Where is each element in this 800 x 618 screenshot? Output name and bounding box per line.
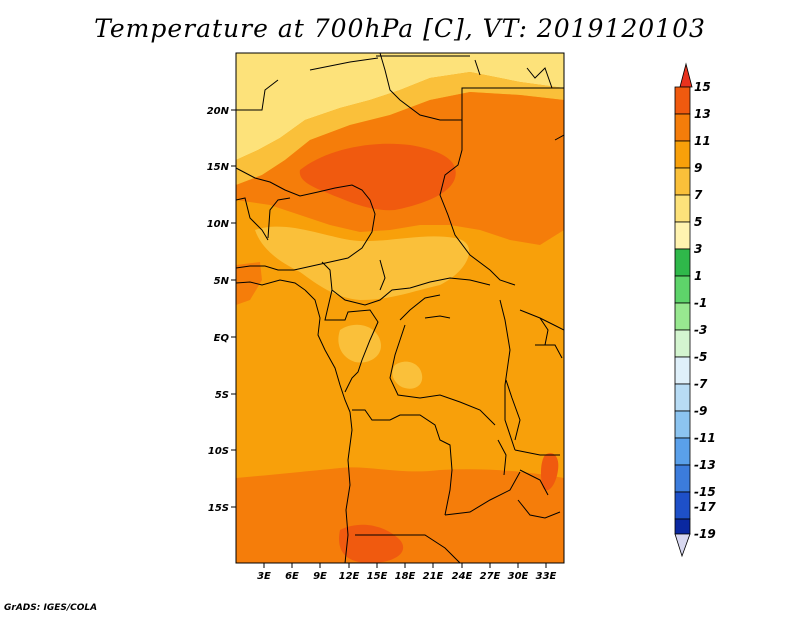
colorbar-segment xyxy=(674,302,691,331)
colorbar-segment xyxy=(674,248,691,277)
colorbar-segment xyxy=(674,356,691,385)
lon-label-9e: 9E xyxy=(313,571,327,582)
field-mild-spot xyxy=(392,361,423,389)
lon-label-3e: 3E xyxy=(257,571,271,582)
colorbar-label: 5 xyxy=(694,215,702,229)
lat-label-5n: 5N xyxy=(214,276,230,287)
colorbar: 15 13 11 9 7 5 3 1 -1 -3 -5 -7 -9 -11 -1… xyxy=(674,62,716,558)
temperature-field xyxy=(236,53,564,563)
map-frame xyxy=(235,52,565,564)
lat-label-15s: 15S xyxy=(208,503,229,514)
colorbar-bottom-arrow xyxy=(674,533,691,558)
colorbar-label: -15 xyxy=(694,485,716,499)
field-warm-strip-west xyxy=(236,262,262,305)
colorbar-label: -9 xyxy=(694,404,707,418)
colorbar-segment xyxy=(674,464,691,493)
field-warm-region-south xyxy=(236,467,564,563)
colorbar-label: -17 xyxy=(694,500,716,514)
country-borders xyxy=(236,53,564,563)
field-hot-core-chad xyxy=(299,143,456,211)
colorbar-segment xyxy=(674,221,691,250)
colorbar-segment xyxy=(674,194,691,223)
colorbar-segment xyxy=(674,275,691,304)
lon-label-24e: 24E xyxy=(452,571,473,582)
colorbar-label: 11 xyxy=(694,134,711,148)
field-mild-region-central xyxy=(255,226,470,300)
lon-label-30e: 30E xyxy=(508,571,529,582)
field-cool-region xyxy=(236,53,564,160)
colorbar-segment xyxy=(674,86,691,115)
colorbar-label: -13 xyxy=(694,458,716,472)
lon-label-21e: 21E xyxy=(423,571,444,582)
field-mild-spot xyxy=(338,324,381,363)
field-mild-region-north xyxy=(236,72,564,185)
colorbar-label: -7 xyxy=(694,377,708,391)
colorbar-segment xyxy=(674,491,691,520)
colorbar-label: 9 xyxy=(694,161,702,175)
lat-label-eq: EQ xyxy=(214,333,230,344)
colorbar-segment xyxy=(674,140,691,169)
lon-label-33e: 33E xyxy=(536,571,557,582)
lon-label-27e: 27E xyxy=(480,571,501,582)
colorbar-label: -5 xyxy=(694,350,707,364)
colorbar-label: -19 xyxy=(694,527,716,541)
field-hot-core-angola xyxy=(339,524,404,563)
colorbar-label: 7 xyxy=(694,188,703,202)
colorbar-label: 3 xyxy=(694,242,702,256)
lon-label-12e: 12E xyxy=(339,571,360,582)
lat-label-5s: 5S xyxy=(215,390,229,401)
lat-label-20n: 20N xyxy=(207,106,230,117)
colorbar-segment xyxy=(674,113,691,142)
lat-label-10n: 10N xyxy=(207,219,230,230)
colorbar-segment xyxy=(674,437,691,466)
lat-label-10s: 10S xyxy=(208,446,229,457)
lon-axis: 3E 6E 9E 12E 15E 18E 21E 24E 27E 30E 33E xyxy=(257,563,557,582)
colorbar-segment xyxy=(674,383,691,412)
colorbar-segment xyxy=(674,167,691,196)
colorbar-label: -11 xyxy=(694,431,716,445)
colorbar-label: -1 xyxy=(694,296,707,310)
lon-label-15e: 15E xyxy=(367,571,388,582)
colorbar-segment xyxy=(674,329,691,358)
lat-axis: 20N 15N 10N 5N EQ 5S 10S 15S xyxy=(207,106,236,514)
lon-label-18e: 18E xyxy=(395,571,416,582)
map-title: Temperature at 700hPa [C], VT: 201912010… xyxy=(94,14,706,43)
colorbar-segment xyxy=(674,410,691,439)
colorbar-label: 13 xyxy=(694,107,711,121)
grads-credit: GrADS: IGES/COLA xyxy=(4,603,98,613)
colorbar-label: 1 xyxy=(694,269,702,283)
lon-label-6e: 6E xyxy=(285,571,299,582)
field-hot-core-east xyxy=(540,453,559,491)
colorbar-top-arrow xyxy=(679,62,693,88)
colorbar-segment xyxy=(674,518,691,535)
colorbar-label: 15 xyxy=(694,80,711,94)
lat-label-15n: 15N xyxy=(207,162,230,173)
colorbar-label: -3 xyxy=(694,323,707,337)
